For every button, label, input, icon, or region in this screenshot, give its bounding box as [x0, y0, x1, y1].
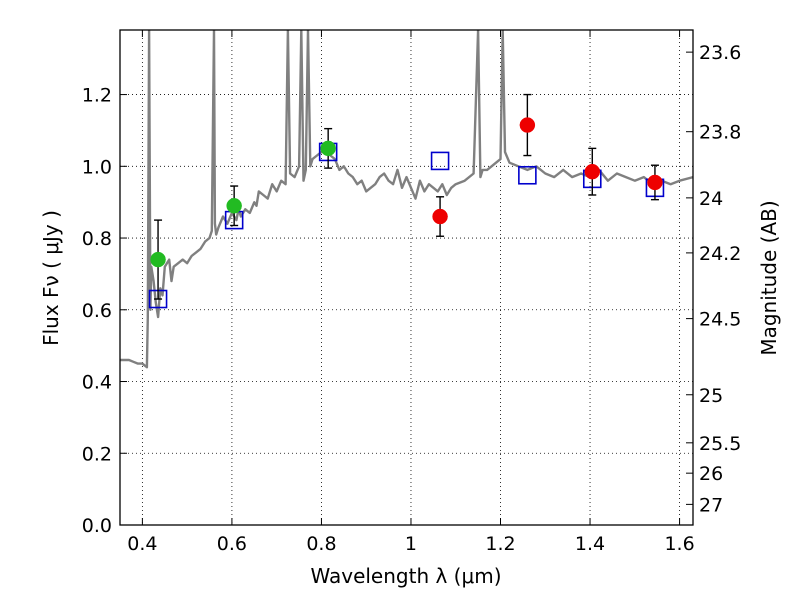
y2-tick-label: 23.8 — [699, 122, 741, 144]
observed-point — [584, 163, 601, 180]
x-tick-label: 0.6 — [217, 533, 247, 555]
x-axis-label: Wavelength λ (μm) — [310, 564, 501, 588]
observed-point — [320, 140, 336, 157]
y2-tick-label: 24.2 — [699, 243, 741, 265]
y-tick-label: 0.4 — [82, 372, 112, 394]
observed-point — [432, 208, 448, 225]
y-tick-label: 1.0 — [82, 156, 112, 178]
y2-axis-label: Magnitude (AB) — [757, 200, 781, 355]
x-tick-label: 0.8 — [306, 533, 336, 555]
y2-tick-label: 24.5 — [699, 309, 741, 331]
observed-point — [519, 117, 536, 133]
axis-ticks: 0.4 0.6 0.8 1 1.2 1.4 1.6 0.0 0.2 0.4 0.6 0.8 1.0 1.2… — [82, 30, 741, 555]
plot-frame — [119, 29, 694, 526]
y-tick-label: 0.6 — [82, 300, 112, 322]
x-tick-label: 1.6 — [664, 533, 694, 555]
x-tick-label: 1 — [405, 533, 417, 555]
y-tick-label: 0.2 — [82, 443, 112, 465]
grid — [120, 30, 693, 526]
model-square-marker — [518, 165, 537, 185]
observed-point — [226, 198, 242, 214]
y-tick-label: 0.8 — [82, 228, 112, 250]
y-axis-label: Flux Fν ( μJy ) — [39, 210, 63, 346]
observed-point — [647, 174, 663, 191]
y-tick-label: 0.0 — [82, 515, 112, 537]
markers-layer — [148, 93, 665, 309]
y-tick-label: 1.2 — [82, 85, 112, 107]
x-tick-label: 1.2 — [485, 533, 515, 555]
x-tick-label: 0.4 — [127, 533, 157, 555]
y2-tick-label: 25 — [699, 385, 723, 407]
y2-tick-label: 26 — [699, 463, 723, 485]
observed-point — [150, 251, 166, 268]
y2-tick-label: 25.5 — [699, 433, 741, 455]
y2-tick-label: 27 — [699, 494, 723, 516]
model-square-marker — [430, 151, 450, 171]
y2-tick-label: 24 — [699, 188, 723, 210]
x-tick-label: 1.4 — [575, 533, 605, 555]
y2-tick-label: 23.6 — [699, 42, 741, 64]
